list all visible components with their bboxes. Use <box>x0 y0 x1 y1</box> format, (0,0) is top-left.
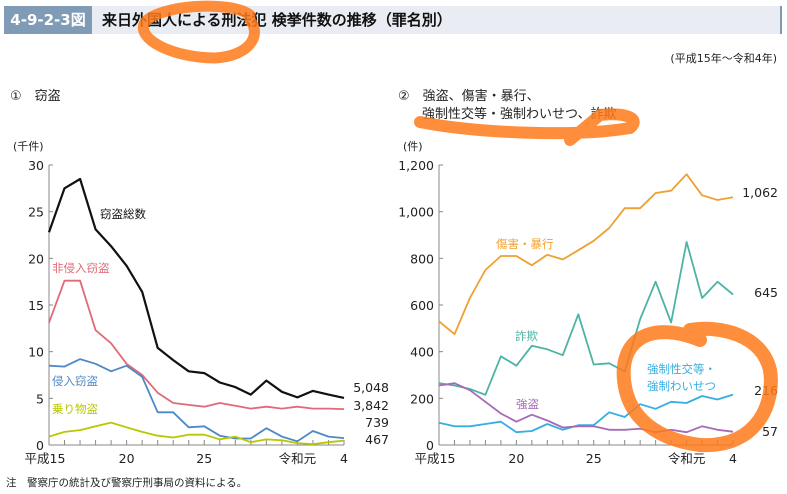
x-tick-label: 25 <box>196 451 212 466</box>
series-label-sexual: 強制性交等・ <box>647 362 716 376</box>
series-line-sexual <box>438 393 734 434</box>
series-line-total <box>47 177 345 399</box>
y-tick-label: 0 <box>426 438 434 453</box>
end-value-label-non_intrusive: 3,842 <box>353 398 389 413</box>
x-tick-label: 平成15 <box>415 451 456 466</box>
y-tick-label: 15 <box>28 298 44 313</box>
end-value-label-injury: 1,062 <box>742 185 778 200</box>
series-line-fraud <box>438 241 734 396</box>
x-tick-label: 20 <box>119 451 135 466</box>
end-value-label-vehicle: 467 <box>365 432 389 447</box>
y-tick-label: 0 <box>36 438 44 453</box>
series-line-intrusive <box>48 358 345 443</box>
y-tick-label: 10 <box>28 345 44 360</box>
highlight-mark <box>414 108 640 146</box>
series-label-vehicle: 乗り物盗 <box>52 402 98 416</box>
panel-2-label-line2: 強制性交等・強制わいせつ、詐欺 <box>422 107 617 122</box>
y-tick-label: 1,000 <box>398 205 434 220</box>
y-tick-label: 800 <box>410 251 434 266</box>
figure-header: 4-9-2-3図 来日外国人による刑法犯 検挙件数の推移（罪名別） <box>4 6 782 34</box>
figure-title: 来日外国人による刑法犯 検挙件数の推移（罪名別） <box>102 11 452 29</box>
panel-1-label: ① 窃盗 <box>10 89 61 104</box>
x-tick-label: 25 <box>586 451 602 466</box>
x-tick-label: 平成15 <box>25 451 66 466</box>
y-tick-label: 1,200 <box>398 158 434 173</box>
y-tick-label: 200 <box>410 391 434 406</box>
highlight-mark <box>138 0 260 64</box>
series-label-robbery: 強盗 <box>516 397 539 411</box>
x-tick-label: 4 <box>340 451 348 466</box>
series-line-injury <box>438 173 734 336</box>
y-tick-label: 25 <box>28 205 44 220</box>
y-tick-label: 30 <box>28 158 44 173</box>
footnote: 注 警察庁の統計及び警察庁刑事局の資料による。 <box>6 477 248 489</box>
y-axis-unit: (千件) <box>13 140 44 153</box>
y-axis-unit: (件) <box>403 140 423 153</box>
period-label: (平成15年～令和4年) <box>670 52 777 65</box>
series-label-fraud: 詐欺 <box>515 329 538 343</box>
figure-number: 4-9-2-3図 <box>4 6 92 34</box>
series-label-non_intrusive: 非侵入窃盗 <box>52 261 110 275</box>
y-tick-label: 400 <box>410 345 434 360</box>
end-value-label-intrusive: 739 <box>365 415 389 430</box>
x-tick-label: 20 <box>508 451 524 466</box>
series-line-non_intrusive <box>48 279 345 410</box>
series-label-injury: 傷害・暴行 <box>496 237 554 251</box>
series-label-total: 窃盗総数 <box>100 207 146 221</box>
y-tick-label: 600 <box>410 298 434 313</box>
end-value-label-fraud: 645 <box>754 285 778 300</box>
end-value-label-total: 5,048 <box>353 380 389 395</box>
y-tick-label: 20 <box>28 251 44 266</box>
x-tick-label: 令和元 <box>279 451 317 466</box>
series-label-sexual: 強制わいせつ <box>647 379 716 393</box>
series-label-intrusive: 侵入窃盗 <box>52 374 98 388</box>
x-tick-label: 令和元 <box>668 451 706 466</box>
series-line-robbery <box>438 382 734 434</box>
highlight-mark <box>616 321 778 453</box>
y-tick-label: 5 <box>36 391 44 406</box>
panel-2-label-line1: ② 強盗、傷害・暴行、 <box>398 89 540 104</box>
series-line-vehicle <box>48 421 345 446</box>
end-value-label-robbery: 57 <box>762 424 778 439</box>
x-tick-label: 4 <box>729 451 737 466</box>
